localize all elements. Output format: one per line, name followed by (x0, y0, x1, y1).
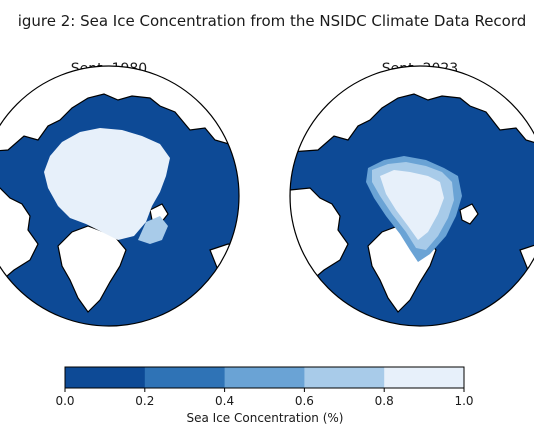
colorbar-ticks: 0.0 0.2 0.4 0.6 0.8 1.0 (0, 394, 534, 410)
colorbar-tick-label: 0.2 (135, 394, 155, 408)
map-2023 (289, 65, 534, 327)
land-north-america (0, 187, 39, 291)
colorbar-segment (65, 367, 146, 388)
colorbar-tick-label: 1.0 (454, 394, 474, 408)
sea-ice-mid-1980 (138, 216, 168, 244)
colorbar-tick-label: 0.6 (294, 394, 314, 408)
figure-title: igure 2: Sea Ice Concentration from the … (17, 12, 527, 30)
colorbar (64, 366, 465, 392)
colorbar-segment (304, 367, 385, 388)
colorbar-tick-label: 0.8 (374, 394, 394, 408)
colorbar-frame (64, 366, 465, 389)
colorbar-segment (144, 367, 226, 388)
sea-ice-high-2023 (380, 170, 444, 240)
land-greenland (57, 225, 127, 313)
map-boundary (289, 65, 534, 327)
land-scandinavia (209, 243, 239, 301)
map-1980 (0, 65, 240, 327)
colorbar-segment (384, 367, 465, 388)
land-svalbard (459, 203, 479, 225)
colorbar-tick-label: 0.4 (215, 394, 235, 408)
colorbar-segment (224, 367, 305, 388)
colorbar-label: Sea Ice Concentration (%) (186, 411, 344, 425)
sea-ice-high-1980 (44, 128, 170, 240)
colorbar-tick-label: 0.0 (55, 394, 75, 408)
map-boundary (0, 65, 240, 327)
